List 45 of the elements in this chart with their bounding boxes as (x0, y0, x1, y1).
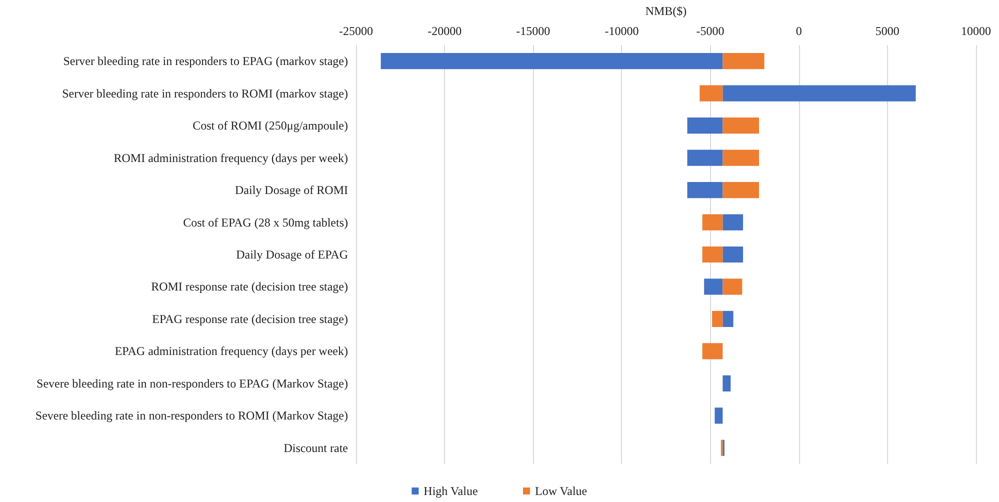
bar (722, 182, 759, 198)
bar (700, 85, 723, 102)
x-tick-label: -10000 (604, 24, 639, 38)
x-tick-label: -5000 (696, 24, 724, 38)
x-tick-label: 0 (796, 24, 802, 38)
x-tick-label: -20000 (428, 24, 462, 38)
y-tick-label: Cost of ROMI (250μg/ampoule) (192, 118, 348, 133)
bar (704, 278, 723, 295)
x-tick-label: 5000 (875, 24, 900, 38)
x-tick-label: -25000 (339, 24, 373, 38)
y-tick-label: Severe bleeding rate in non-responders to EPAG (Markov Stage) (36, 376, 348, 390)
bar (380, 53, 723, 70)
bar (722, 310, 734, 328)
bar (687, 150, 723, 166)
y-tick-label: ROMI response rate (decision tree stage) (151, 280, 348, 294)
bar (722, 85, 916, 102)
y-tick-label: Daily Dosage of EPAG (236, 248, 348, 262)
legend-label: High Value (424, 484, 478, 498)
y-tick-label: Severe bleeding rate in non-responders to ROMI (Markov Stage) (35, 408, 348, 423)
y-tick-label: ROMI administration frequency (days per week) (114, 150, 348, 165)
legend-label: Low Value (535, 484, 588, 498)
bar (722, 53, 764, 70)
bar (712, 310, 723, 328)
y-tick-label: Cost of EPAG (28 x 50mg tablets) (183, 215, 348, 230)
y-tick-label: Server bleeding rate in responders to ROMI (markov stage) (62, 86, 348, 100)
y-tick-label: Discount rate (284, 440, 348, 455)
bar (702, 343, 723, 360)
bar (722, 214, 744, 230)
bar (702, 214, 723, 230)
bar (702, 246, 723, 263)
bar (722, 118, 759, 134)
y-tick-label: EPAG response rate (decision tree stage) (152, 312, 348, 326)
y-tick-label: Daily Dosage of ROMI (235, 183, 348, 198)
bar (722, 278, 742, 295)
bar (687, 182, 723, 198)
x-axis-title: NMB($) (645, 4, 687, 18)
bar (714, 408, 723, 424)
x-tick-label: -15000 (516, 24, 550, 38)
bar (722, 150, 759, 166)
bar (687, 118, 723, 134)
y-tick-label: EPAG administration frequency (days per week) (114, 344, 348, 358)
bar (722, 246, 744, 263)
y-tick-label: Server bleeding rate in responders to EPAG (markov stage) (63, 54, 348, 68)
bar (722, 375, 731, 392)
x-tick-label: 10000 (961, 24, 991, 38)
